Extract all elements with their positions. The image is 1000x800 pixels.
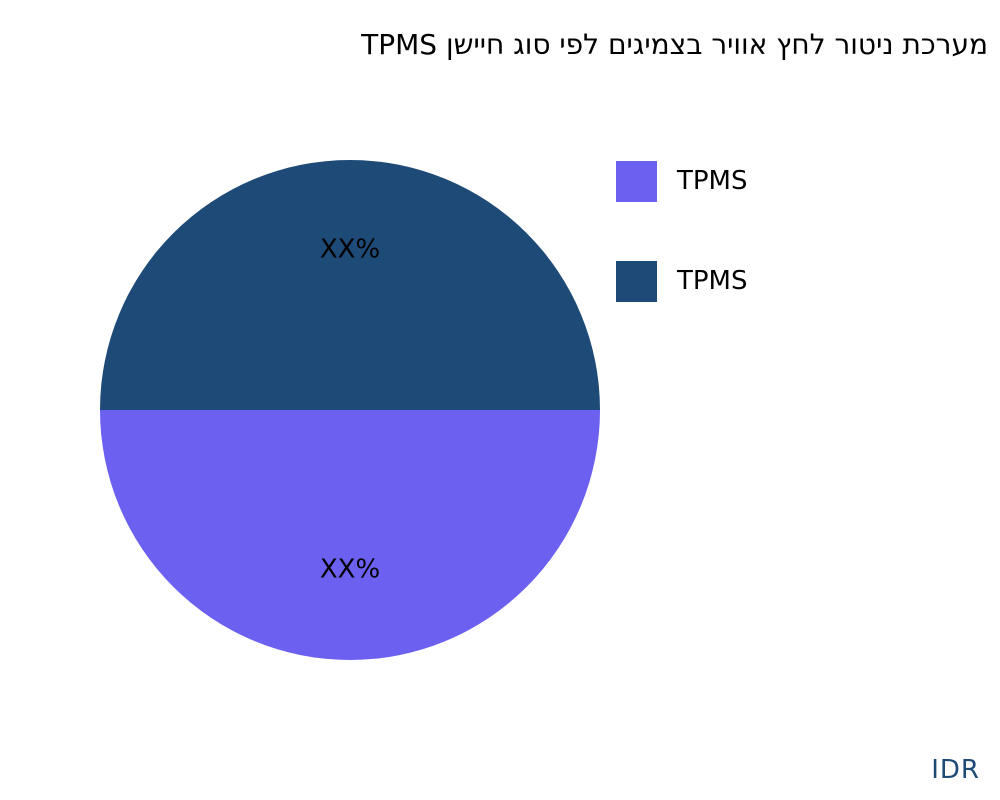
pie-slice-label-2: XX% (320, 235, 380, 265)
legend-item-1: TPMS (616, 160, 748, 202)
pie-slice-2 (100, 160, 600, 410)
legend-label-1: TPMS (677, 166, 748, 196)
chart-legend: TPMS TPMS (616, 160, 748, 360)
legend-item-2: TPMS (616, 260, 748, 302)
legend-swatch-1 (616, 160, 657, 202)
source-label: IDR (931, 755, 980, 785)
pie-slice-label-1: XX% (320, 555, 380, 585)
legend-swatch-2 (616, 260, 657, 302)
chart-title: מערכת ניטור לחץ אוויר בצמיגים לפי סוג חי… (361, 28, 988, 61)
legend-label-2: TPMS (677, 266, 748, 296)
pie-slices (100, 160, 600, 660)
pie-slice-1 (100, 410, 600, 660)
pie-slice-labels: XX% XX% (320, 235, 380, 585)
